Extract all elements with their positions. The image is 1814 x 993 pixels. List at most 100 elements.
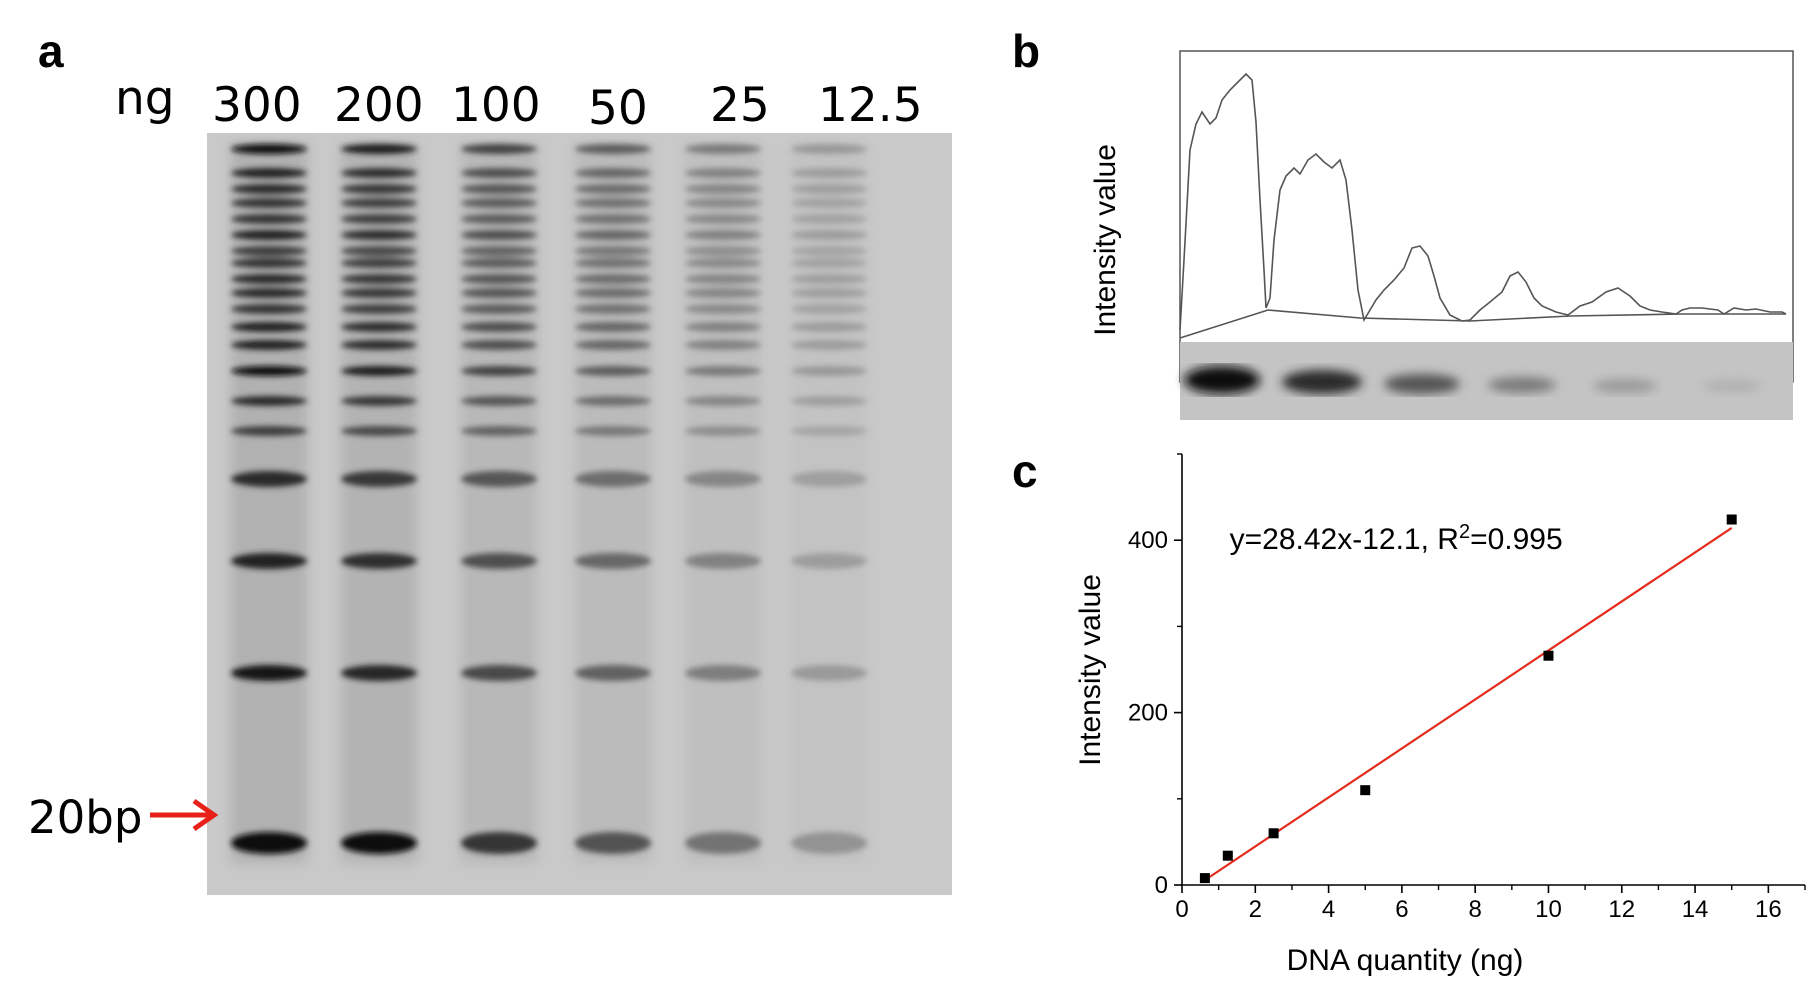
gel-band <box>461 471 537 487</box>
lane-label: 200 <box>334 78 424 133</box>
gel-band <box>341 426 417 436</box>
lane-label: 12.5 <box>818 78 923 133</box>
profile-curve <box>1179 72 1787 331</box>
lane-label: 100 <box>451 78 541 133</box>
gel-band <box>461 274 537 284</box>
gel-band <box>791 665 867 681</box>
gel-band <box>231 471 307 487</box>
gel-band <box>791 426 867 436</box>
gel-band <box>231 665 307 681</box>
x-tick-label: 16 <box>1755 896 1782 923</box>
data-point <box>1222 850 1233 861</box>
gel-band <box>575 471 651 487</box>
x-tick-label: 8 <box>1468 896 1481 923</box>
gel-band <box>341 168 417 178</box>
gel-band <box>461 168 537 178</box>
gel-band <box>791 214 867 224</box>
gel-band <box>575 258 651 268</box>
gel-band <box>575 366 651 376</box>
gel-band <box>791 198 867 208</box>
gel-band <box>341 288 417 298</box>
panel-b-label: b <box>1012 25 1041 77</box>
gel-band <box>231 288 307 298</box>
profile-y-axis-title: Intensity value <box>1089 144 1122 336</box>
gel-band <box>231 258 307 268</box>
gel-band <box>575 214 651 224</box>
gel-band <box>791 274 867 284</box>
gel-band <box>791 230 867 240</box>
gel-band <box>685 144 761 154</box>
gel-band <box>791 832 867 854</box>
gel-band <box>231 832 307 854</box>
gel-band <box>685 396 761 406</box>
lane-label: 300 <box>212 78 302 133</box>
gel-band <box>461 246 537 256</box>
gel-band <box>231 144 307 154</box>
gel-band <box>461 214 537 224</box>
chart-y-axis-title: Intensity value <box>1074 574 1107 766</box>
gel-band <box>341 366 417 376</box>
fit-equation: y=28.42x-12.1, R2=0.995 <box>1230 521 1563 556</box>
gel-unit-label: ng <box>115 71 175 126</box>
gel-band <box>575 288 651 298</box>
x-tick-label: 12 <box>1608 896 1635 923</box>
gel-band <box>231 184 307 194</box>
gel-band <box>341 553 417 569</box>
gel-band <box>461 396 537 406</box>
gel-band <box>461 184 537 194</box>
data-point <box>1360 785 1371 796</box>
gel-band <box>685 665 761 681</box>
x-tick-label: 10 <box>1535 896 1562 923</box>
gel-band <box>341 246 417 256</box>
gel-band <box>685 274 761 284</box>
gel-band <box>575 230 651 240</box>
gel-band <box>341 396 417 406</box>
y-tick-label: 0 <box>1155 872 1168 899</box>
gel-band <box>685 832 761 854</box>
gel-band <box>685 322 761 332</box>
gel-band <box>341 144 417 154</box>
gel-band <box>461 832 537 854</box>
gel-band <box>231 396 307 406</box>
gel-band <box>575 304 651 314</box>
y-tick-label: 200 <box>1128 700 1168 727</box>
gel-band <box>461 322 537 332</box>
x-tick-label: 14 <box>1682 896 1709 923</box>
gel-band <box>685 246 761 256</box>
gel-band <box>461 258 537 268</box>
gel-band <box>231 198 307 208</box>
gel-band <box>575 184 651 194</box>
gel-band <box>791 246 867 256</box>
gel-band <box>685 288 761 298</box>
gel-band <box>461 340 537 350</box>
profile-frame <box>1179 50 1794 383</box>
x-tick-label: 4 <box>1322 896 1335 923</box>
gel-band <box>341 832 417 854</box>
gel-band <box>341 184 417 194</box>
gel-band <box>791 144 867 154</box>
gel-band <box>461 198 537 208</box>
gel-band <box>341 665 417 681</box>
gel-band <box>685 304 761 314</box>
gel-band <box>341 274 417 284</box>
gel-band <box>791 553 867 569</box>
gel-band <box>341 258 417 268</box>
marker-arrow-icon <box>150 798 219 832</box>
intensity-profile: Intensity value <box>1089 50 1794 420</box>
gel-band <box>341 214 417 224</box>
gel-band <box>231 274 307 284</box>
gel-band <box>231 168 307 178</box>
gel-band <box>461 144 537 154</box>
gel-band <box>575 246 651 256</box>
gel-band <box>341 340 417 350</box>
gel-band <box>575 144 651 154</box>
gel-bands <box>207 133 952 895</box>
gel-band <box>575 340 651 350</box>
gel-band <box>341 198 417 208</box>
gel-band <box>575 168 651 178</box>
gel-band <box>685 184 761 194</box>
data-point <box>1726 514 1737 525</box>
gel-band <box>341 471 417 487</box>
gel-band <box>575 322 651 332</box>
gel-band <box>791 304 867 314</box>
